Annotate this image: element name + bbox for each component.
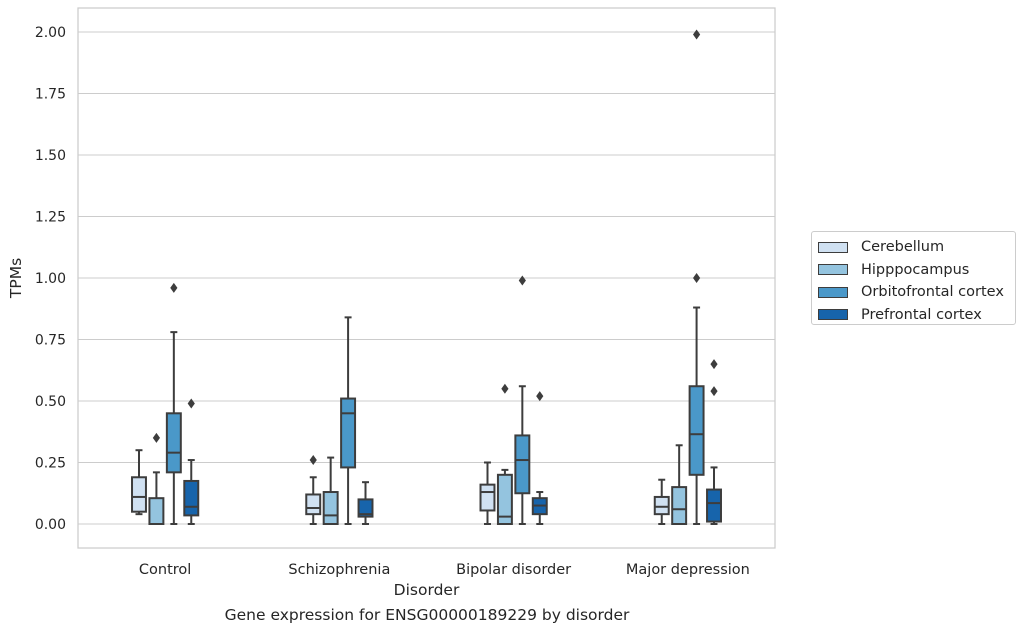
box-prefrontal-cortex-control xyxy=(183,398,200,525)
box-cerebellum-control xyxy=(131,449,147,516)
iqr-box xyxy=(671,486,688,526)
iqr-box xyxy=(496,473,513,525)
y-tick-label: 0.75 xyxy=(35,333,66,349)
grid-lines xyxy=(78,31,775,525)
legend-swatch-prefrontal-cortex xyxy=(818,309,848,321)
iqr-box xyxy=(357,498,374,518)
box-orbitofrontal-cortex-control xyxy=(165,282,182,525)
legend-swatch-orbitofrontal-cortex xyxy=(818,286,848,298)
box-hipppocampus-bipolar-disorder xyxy=(496,383,513,525)
outlier-point xyxy=(710,359,718,370)
box-orbitofrontal-cortex-major-depression xyxy=(688,29,705,525)
legend-item-hippocampus: Hipppocampus xyxy=(818,259,1015,282)
outlier-point xyxy=(692,29,701,40)
legend-label-prefrontal-cortex: Prefrontal cortex xyxy=(861,306,982,323)
outlier-point xyxy=(692,273,701,283)
iqr-box xyxy=(653,495,670,516)
legend-label-orbitofrontal-cortex: Orbitofrontal cortex xyxy=(861,284,1004,301)
iqr-box xyxy=(340,397,357,469)
legend-item-prefrontal-cortex: Prefrontal cortex xyxy=(818,304,1015,327)
box-hipppocampus-control xyxy=(148,432,165,526)
iqr-box xyxy=(706,488,722,523)
y-tick-labels: 0.00 0.25 0.50 0.75 1.00 1.25 1.50 1.75 2.00 xyxy=(35,25,66,533)
box-hipppocampus-major-depression xyxy=(671,444,688,526)
outlier-point xyxy=(170,282,178,293)
box-prefrontal-cortex-major-depression xyxy=(706,359,722,525)
box-hipppocampus-schizophrenia xyxy=(322,456,339,525)
iqr-box xyxy=(688,385,705,476)
legend-item-orbitofrontal-cortex: Orbitofrontal cortex xyxy=(818,281,1015,304)
x-axis-label: Disorder xyxy=(394,581,460,599)
legend-swatch-hippocampus xyxy=(818,264,848,276)
x-tick-label: Major depression xyxy=(626,562,750,578)
outlier-point xyxy=(309,455,317,466)
iqr-box xyxy=(322,491,339,525)
iqr-box xyxy=(514,434,531,495)
box-plot-boxes xyxy=(131,29,722,526)
box-orbitofrontal-cortex-schizophrenia xyxy=(340,316,357,525)
outlier-point xyxy=(710,386,718,397)
box-orbitofrontal-cortex-bipolar-disorder xyxy=(514,275,531,525)
outlier-point xyxy=(501,383,509,394)
box-cerebellum-major-depression xyxy=(653,478,670,525)
legend-swatch-cerebellum xyxy=(818,241,848,253)
iqr-box xyxy=(131,476,147,513)
y-tick-label: 1.50 xyxy=(35,148,66,164)
y-tick-label: 1.75 xyxy=(35,87,66,103)
x-tick-label: Control xyxy=(139,562,191,578)
y-tick-label: 2.00 xyxy=(35,25,66,41)
iqr-box xyxy=(148,497,165,526)
outlier-point xyxy=(152,432,161,443)
y-tick-label: 0.50 xyxy=(35,394,66,410)
y-tick-label: 0.25 xyxy=(35,456,66,472)
legend-label-cerebellum: Cerebellum xyxy=(861,239,945,256)
legend-label-hippocampus: Hipppocampus xyxy=(861,261,970,278)
plot-frame xyxy=(77,7,776,549)
figure-caption: Gene expression for ENSG00000189229 by d… xyxy=(224,606,630,624)
box-prefrontal-cortex-bipolar-disorder xyxy=(531,391,548,525)
legend: Cerebellum Hipppocampus Orbitofrontal co… xyxy=(811,231,1016,325)
y-axis-label: TPMs xyxy=(7,258,25,299)
outlier-point xyxy=(536,391,544,402)
x-tick-label: Bipolar disorder xyxy=(456,562,571,578)
x-tick-label: Schizophrenia xyxy=(288,562,390,578)
legend-item-cerebellum: Cerebellum xyxy=(818,236,1015,259)
x-tick-labels: Control Schizophrenia Bipolar disorder Majo… xyxy=(139,562,750,578)
box-cerebellum-schizophrenia xyxy=(305,455,322,525)
iqr-box xyxy=(183,479,200,517)
iqr-box xyxy=(479,483,496,512)
iqr-box xyxy=(165,412,182,474)
y-tick-label: 1.25 xyxy=(35,210,66,226)
box-prefrontal-cortex-schizophrenia xyxy=(357,481,374,525)
y-tick-label: 0.00 xyxy=(35,517,66,533)
y-tick-label: 1.00 xyxy=(35,271,66,287)
box-cerebellum-bipolar-disorder xyxy=(479,461,496,525)
outlier-point xyxy=(518,275,526,286)
outlier-point xyxy=(187,398,195,409)
iqr-box xyxy=(305,493,322,516)
